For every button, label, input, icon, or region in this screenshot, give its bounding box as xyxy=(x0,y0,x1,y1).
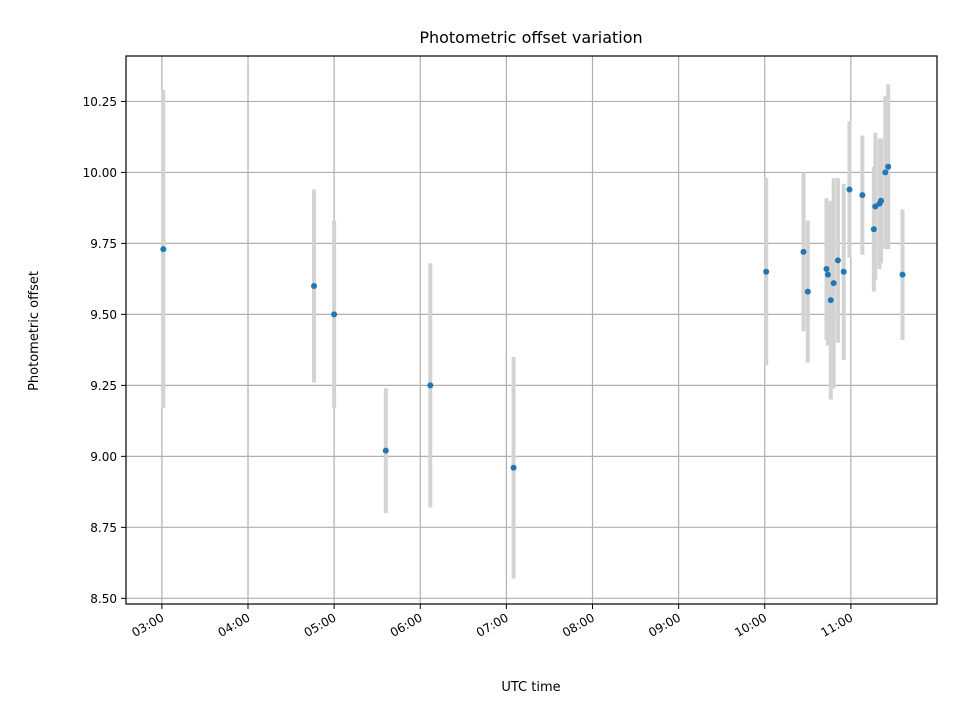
x-tick-label: 10:00 xyxy=(732,610,769,639)
data-point xyxy=(763,268,770,275)
y-axis-label: Photometric offset xyxy=(27,271,42,391)
data-point xyxy=(510,464,517,471)
data-point xyxy=(878,197,885,204)
data-point xyxy=(830,280,837,287)
data-point xyxy=(160,246,167,253)
data-point xyxy=(804,288,811,295)
chart-title: Photometric offset variation xyxy=(419,28,642,47)
x-tick-label: 04:00 xyxy=(216,610,253,639)
data-point xyxy=(870,226,877,233)
data-point xyxy=(827,297,834,304)
data-point xyxy=(427,382,434,389)
data-point xyxy=(882,169,889,176)
data-points xyxy=(160,163,906,471)
data-point xyxy=(885,163,892,170)
data-point xyxy=(800,248,807,255)
data-point xyxy=(834,257,841,264)
y-tick-label: 8.75 xyxy=(90,521,117,535)
y-tick-label: 9.00 xyxy=(90,450,117,464)
x-tick-label: 06:00 xyxy=(388,610,425,639)
x-axis-label: UTC time xyxy=(501,680,560,695)
data-point xyxy=(824,271,831,278)
data-point xyxy=(311,282,318,289)
y-tick-label: 9.75 xyxy=(90,237,117,251)
data-point xyxy=(846,186,853,193)
y-tick-label: 10.00 xyxy=(83,166,117,180)
x-tick-label: 07:00 xyxy=(474,610,511,639)
x-tick-label: 05:00 xyxy=(302,610,339,639)
axes-frame xyxy=(125,55,938,605)
data-point xyxy=(840,268,847,275)
y-tick-label: 9.25 xyxy=(90,379,117,393)
x-tick-label: 08:00 xyxy=(560,610,597,639)
y-axis-ticks: 8.50 8.75 9.00 9.25 9.50 9.75 10.00 10.25 xyxy=(83,95,126,606)
data-point xyxy=(859,192,866,199)
data-point xyxy=(872,203,879,210)
x-tick-label: 11:00 xyxy=(818,610,855,639)
data-point xyxy=(899,271,906,278)
y-tick-label: 8.50 xyxy=(90,592,117,606)
x-tick-label: 03:00 xyxy=(129,610,166,639)
grid xyxy=(126,56,937,604)
data-point xyxy=(382,447,389,454)
x-axis-ticks: 03:00 04:00 05:00 06:00 07:00 08:00 09:00 10:00… xyxy=(129,604,855,640)
x-tick-label: 09:00 xyxy=(646,610,683,639)
data-point xyxy=(331,311,338,318)
errorbars xyxy=(161,84,905,579)
y-tick-label: 9.50 xyxy=(90,308,117,322)
y-tick-label: 10.25 xyxy=(83,95,117,109)
data-point xyxy=(823,265,830,272)
